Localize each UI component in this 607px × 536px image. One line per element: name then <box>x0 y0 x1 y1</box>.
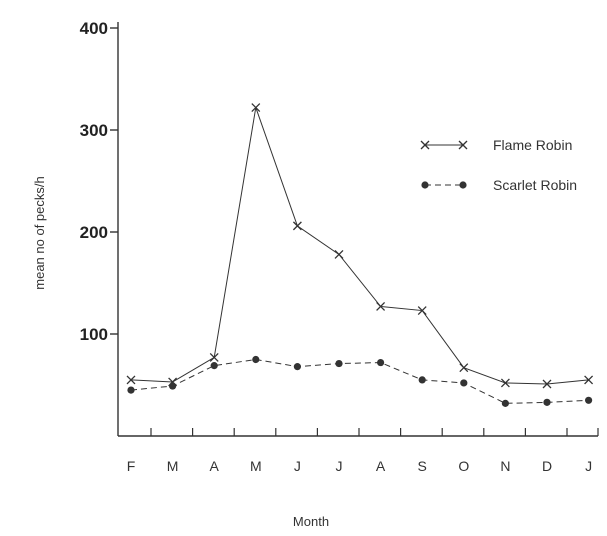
legend-label: Scarlet Robin <box>493 177 577 193</box>
dot-marker <box>335 359 343 368</box>
dot-marker <box>460 379 468 387</box>
x-tick-label: J <box>585 458 592 474</box>
x-tick-label: J <box>336 458 343 474</box>
cross-marker <box>376 302 386 311</box>
x-tick-label: A <box>376 458 386 474</box>
series-lines <box>130 107 589 404</box>
x-tick-label: M <box>167 458 179 474</box>
y-tick-label: 200 <box>80 223 108 242</box>
cross-marker <box>500 378 510 388</box>
x-tick-label: J <box>294 458 301 474</box>
cross-marker <box>584 375 594 385</box>
cross-marker <box>209 353 219 362</box>
dot-marker <box>585 396 593 404</box>
legend-label: Flame Robin <box>493 137 572 153</box>
dot-marker <box>293 363 301 371</box>
x-tick-label: F <box>127 458 136 474</box>
dot-marker <box>377 358 385 367</box>
y-ticks: 100 200 300 400 <box>80 19 118 344</box>
dot-marker <box>169 382 177 390</box>
cross-marker <box>458 140 468 150</box>
series-line-1 <box>130 358 589 404</box>
y-tick-label: 100 <box>80 325 108 344</box>
cross-marker <box>126 375 136 385</box>
x-tick-label: S <box>418 458 427 474</box>
x-tick-label: M <box>250 458 262 474</box>
series-markers <box>126 103 594 407</box>
axes <box>117 22 598 437</box>
x-tick-label: N <box>500 458 510 474</box>
cross-marker <box>542 379 552 389</box>
dot-marker <box>127 386 135 394</box>
y-tick-label: 300 <box>80 121 108 140</box>
dot-marker <box>459 181 467 189</box>
dot-marker <box>418 376 426 384</box>
dot-marker <box>252 355 260 364</box>
cross-marker <box>417 306 427 315</box>
cross-marker <box>251 103 261 113</box>
x-tick-label: O <box>458 458 469 474</box>
x-tick-label: D <box>542 458 552 474</box>
dot-marker <box>210 362 218 370</box>
cross-marker <box>334 249 344 259</box>
y-tick-label: 400 <box>80 19 108 38</box>
y-axis-title: mean no of pecks/h <box>32 176 47 289</box>
x-tick-label: A <box>210 458 220 474</box>
cross-marker <box>420 140 430 150</box>
x-axis-title: Month <box>293 514 329 529</box>
series-line-0 <box>130 107 589 385</box>
cross-marker <box>292 221 302 231</box>
dot-marker <box>501 399 509 407</box>
dot-marker <box>543 398 551 406</box>
legend: Flame Robin Scarlet Robin <box>420 137 577 193</box>
cross-marker <box>459 363 469 373</box>
dot-marker <box>421 181 429 189</box>
